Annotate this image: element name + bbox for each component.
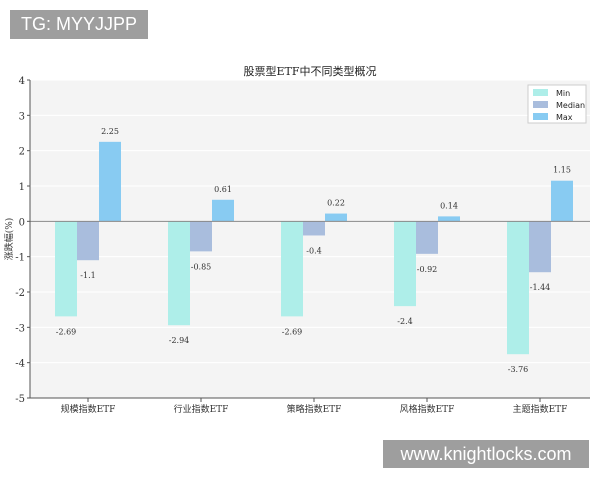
data-label: -1.44: [530, 283, 551, 292]
bar-median: [529, 221, 551, 273]
y-tick-label: 3: [19, 111, 25, 122]
y-tick-label: 0: [19, 217, 25, 228]
bar-min: [55, 221, 77, 317]
y-tick-label: 1: [19, 182, 25, 193]
data-label: -2.69: [282, 327, 303, 336]
watermark-bottom-right: www.knightlocks.com: [383, 440, 589, 468]
plot-area: [30, 80, 590, 398]
x-tick-label: 风格指数ETF: [400, 403, 455, 415]
x-tick-label: 行业指数ETF: [174, 403, 229, 415]
data-label: 0.61: [214, 185, 232, 194]
legend-label: Median: [556, 101, 585, 110]
y-tick-label: 2: [19, 147, 25, 158]
bar-min: [394, 221, 416, 307]
data-label: -0.4: [306, 246, 321, 255]
legend-label: Min: [556, 89, 570, 98]
bar-median: [416, 221, 438, 254]
bar-median: [77, 221, 99, 261]
watermark-top-left: TG: MYYJJPP: [10, 10, 148, 39]
data-label: -2.94: [169, 336, 190, 345]
bar-max: [325, 213, 347, 222]
x-tick-label: 主题指数ETF: [513, 403, 568, 415]
y-tick-label: 4: [19, 76, 25, 87]
x-tick-label: 规模指数ETF: [61, 403, 116, 415]
data-label: -2.69: [56, 327, 77, 336]
data-label: 0.22: [327, 199, 345, 208]
bar-median: [190, 221, 212, 252]
legend-swatch-min: [533, 89, 548, 96]
data-label: -3.76: [508, 365, 529, 374]
data-label: 1.15: [553, 166, 571, 175]
bar-max: [212, 199, 234, 222]
y-axis-label: 涨跌幅(%): [3, 218, 15, 261]
bar-min: [168, 221, 190, 326]
data-label: 2.25: [101, 127, 119, 136]
legend-label: Max: [556, 113, 573, 122]
bar-min: [281, 221, 303, 317]
legend-swatch-max: [533, 113, 548, 120]
y-tick-label: -4: [15, 359, 25, 370]
data-label: -0.85: [191, 262, 212, 271]
y-tick-label: -5: [15, 394, 25, 405]
data-label: -0.92: [417, 265, 438, 274]
legend-swatch-median: [533, 101, 548, 108]
bar-max: [551, 180, 573, 222]
y-tick-label: -3: [15, 323, 25, 334]
data-label: -2.4: [397, 317, 412, 326]
data-label: 0.14: [440, 201, 458, 210]
bar-max: [438, 216, 460, 222]
bar-median: [303, 221, 325, 236]
bar-max: [99, 141, 121, 222]
data-label: -1.1: [80, 271, 95, 280]
chart-title: 股票型ETF中不同类型概况: [244, 64, 377, 78]
x-tick-label: 策略指数ETF: [287, 403, 342, 415]
y-tick-label: -2: [15, 288, 25, 299]
bar-min: [507, 221, 529, 355]
y-tick-label: -1: [15, 253, 25, 264]
